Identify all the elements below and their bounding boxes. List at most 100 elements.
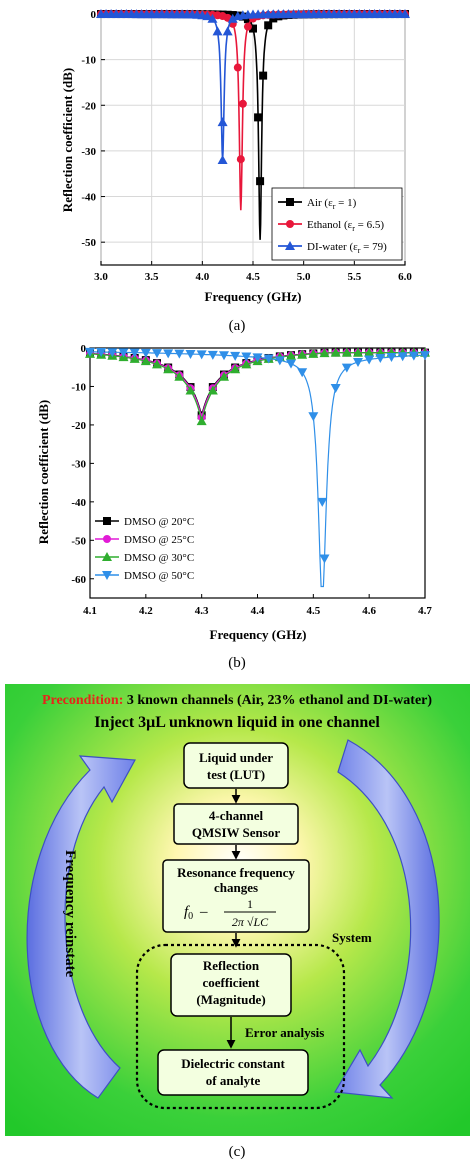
chart-a-point — [217, 117, 228, 127]
formula-denominator: 2π √LC — [232, 915, 269, 929]
sensor-box-line2: QMSIW Sensor — [192, 825, 280, 840]
lut-box — [183, 742, 289, 789]
chart-b-point — [408, 351, 419, 361]
resonance-box-line1: Resonance frequency — [177, 865, 295, 880]
chart-a-ylabel: Reflection coefficient (dB) — [60, 68, 75, 212]
chart-a-point — [243, 22, 252, 31]
chart-a-point — [259, 71, 268, 80]
chart-a: 3.0 3.5 4.0 4.5 5.0 5.5 6.0 0 -10 -20 -30 -40 -50 Fr… — [60, 9, 412, 334]
chart-b-point — [274, 356, 285, 366]
chart-a-point — [222, 26, 233, 36]
chart-b-point — [174, 349, 185, 359]
reflection-box-line2: coefficient — [202, 975, 260, 990]
chart-a-xtick-label: 4.5 — [246, 271, 260, 283]
chart-b-xtick-label: 4.2 — [139, 605, 153, 617]
right-loop-arrow — [334, 739, 440, 1099]
chart-b-point — [420, 351, 430, 361]
chart-b-point — [353, 357, 363, 367]
chart-b-point — [107, 348, 118, 358]
chart-b-point — [341, 347, 352, 357]
chart-a-xtick-label: 6.0 — [398, 271, 412, 283]
chart-b-legend-label-2: DMSO @ 30°C — [124, 552, 194, 564]
chart-a-point — [233, 63, 242, 72]
chart-b-ylabel: Reflection coefficient (dB) — [36, 400, 51, 544]
chart-b-point — [364, 355, 375, 365]
chart-b-point — [196, 350, 207, 360]
chart-b: 4.1 4.2 4.3 4.4 4.5 4.6 4.7 0 -10 -20 -30 -40 -50 -60… — [36, 343, 432, 671]
chart-b-point — [185, 350, 196, 360]
chart-b-point — [297, 368, 308, 378]
chart-b-point — [207, 350, 218, 360]
chart-a-point — [264, 21, 273, 30]
chart-b-point — [241, 359, 252, 369]
system-label: System — [332, 930, 372, 945]
chart-b-point — [252, 353, 263, 363]
chart-a-legend-marker — [286, 198, 294, 206]
resonance-box — [162, 859, 310, 933]
chart-b-xtick-label: 4.3 — [195, 605, 209, 617]
chart-a-point — [243, 15, 252, 24]
chart-a-point — [227, 13, 238, 23]
chart-b-point — [375, 354, 386, 364]
chart-a-point — [212, 26, 223, 36]
reflection-box — [170, 953, 292, 1017]
chart-b-point — [219, 371, 229, 381]
chart-b-legend-label-0: DMSO @ 20°C — [124, 516, 194, 528]
chart-a-legend-marker — [285, 241, 295, 250]
chart-a-point — [238, 99, 247, 108]
chart-b-point — [152, 349, 162, 359]
chart-b-point — [308, 412, 319, 422]
chart-a-legend-marker — [286, 220, 294, 228]
dielectric-box-line2: of analyte — [206, 1073, 261, 1088]
chart-b-point — [163, 349, 174, 359]
chart-a-ticks: 3.0 3.5 4.0 4.5 5.0 5.5 6.0 0 -10 -20 -30 -40 -50 — [81, 9, 412, 283]
chart-b-point — [163, 364, 174, 374]
chart-a-series-2 — [96, 9, 410, 165]
sensor-box-line1: 4-channel — [209, 808, 264, 823]
chart-a-legend-label-1: Ethanol (εr = 6.5) — [307, 219, 384, 233]
error-label: Error analysis — [245, 1025, 324, 1040]
chart-a-xtick-label: 5.5 — [347, 271, 361, 283]
flowchart-caption: (c) — [229, 1144, 246, 1160]
chart-a-ytick-label: 0 — [91, 9, 97, 21]
chart-b-point — [219, 351, 229, 361]
chart-b-point — [241, 352, 252, 362]
chart-b-point — [196, 416, 207, 426]
chart-a-point — [256, 177, 265, 186]
chart-b-ytick-label: 0 — [81, 343, 87, 355]
chart-b-point — [308, 348, 319, 358]
chart-b-legend: DMSO @ 20°C DMSO @ 25°C DMSO @ 30°C DMSO @ … — [95, 516, 194, 582]
chart-a-point — [254, 113, 263, 122]
chart-a-ytick-label: -10 — [81, 55, 96, 67]
chart-b-point — [330, 347, 341, 357]
chart-b-point — [207, 385, 218, 395]
chart-a-legend-label-2: DI-water (εr = 79) — [307, 241, 387, 255]
formula-eq: – — [199, 904, 208, 920]
chart-b-point — [364, 347, 375, 357]
chart-a-ytick-label: -20 — [81, 100, 96, 112]
chart-b-ticks: 4.1 4.2 4.3 4.4 4.5 4.6 4.7 0 -10 -20 -30 -40 -50 -60 — [71, 343, 432, 617]
chart-a-point — [202, 11, 213, 21]
chart-a-point — [207, 13, 218, 23]
chart-a-point — [236, 155, 245, 164]
left-loop-arrow — [26, 755, 136, 1099]
chart-b-ytick-label: -50 — [71, 535, 86, 547]
chart-a-xtick-label: 5.0 — [297, 271, 311, 283]
chart-a-legend-label-0: Air (εr = 1) — [307, 197, 357, 211]
flowchart: Precondition: 3 known channels (Air, 23%… — [5, 684, 470, 1160]
chart-b-plot-area — [89, 347, 426, 599]
resonance-formula: f0 – 1 2π √LC — [184, 897, 276, 929]
resonance-box-line2: changes — [214, 880, 258, 895]
chart-b-point — [353, 347, 363, 357]
chart-a-ytick-label: -40 — [81, 192, 96, 204]
chart-b-point — [319, 348, 330, 358]
chart-b-legend-label-1: DMSO @ 25°C — [124, 534, 194, 546]
precondition-text: 3 known channels (Air, 23% ethanol and D… — [123, 693, 432, 708]
chart-b-series-3 — [85, 347, 430, 588]
chart-b-point — [85, 347, 95, 357]
chart-b-point — [118, 348, 129, 358]
sensor-box — [173, 803, 299, 845]
precondition-line: Precondition: 3 known channels (Air, 23%… — [42, 693, 432, 708]
chart-b-xtick-label: 4.5 — [306, 605, 320, 617]
